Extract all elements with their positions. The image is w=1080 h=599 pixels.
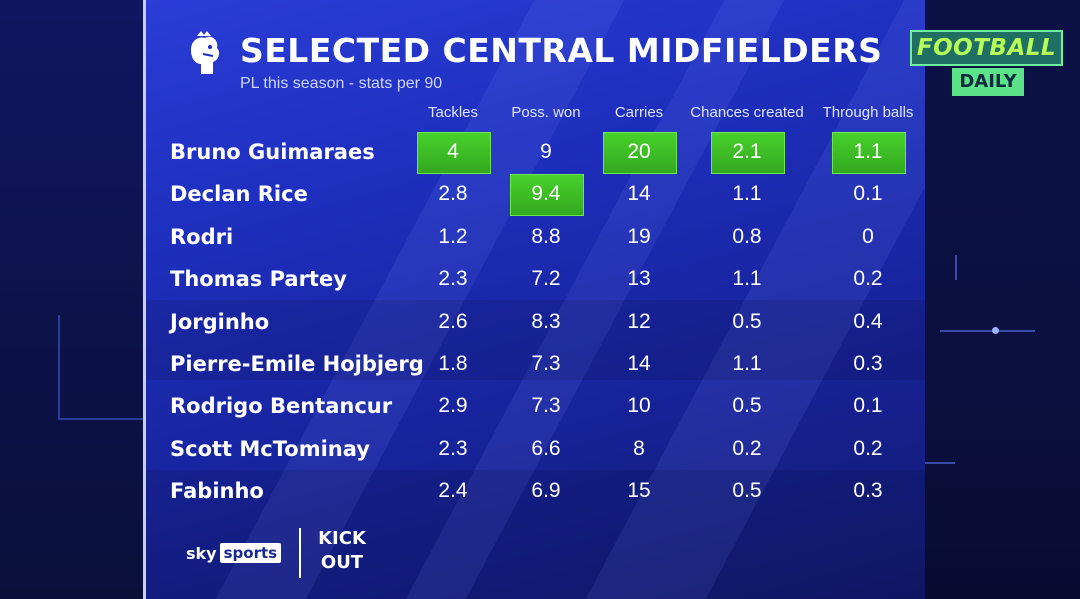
show-logo-football: FOOTBALL bbox=[910, 30, 1063, 66]
decor-line bbox=[58, 418, 146, 420]
decor-line bbox=[58, 315, 60, 420]
stat-cell: 0.5 bbox=[732, 309, 762, 333]
sky-logo-box: sports bbox=[219, 543, 282, 563]
top-value-highlight bbox=[603, 132, 677, 174]
stat-cell: 6.9 bbox=[531, 479, 561, 503]
show-logo-daily: DAILY bbox=[952, 68, 1024, 96]
stat-cell: 8.8 bbox=[531, 224, 561, 248]
page-subtitle: PL this season - stats per 90 bbox=[240, 75, 443, 92]
top-value-highlight bbox=[510, 174, 584, 217]
stat-cell: 7.3 bbox=[531, 394, 561, 418]
column-header: Chances created bbox=[690, 104, 804, 121]
stat-cell: 0.5 bbox=[732, 394, 762, 418]
column-header: Carries bbox=[614, 104, 664, 121]
stat-cell: 20 bbox=[627, 140, 651, 163]
background-left bbox=[0, 0, 145, 599]
column-header: Poss. won bbox=[511, 104, 581, 121]
stat-cell: 1.1 bbox=[853, 140, 883, 163]
top-value-highlight bbox=[417, 132, 491, 174]
stat-cell: 2.3 bbox=[438, 436, 468, 460]
kick-it-out-line: OUT bbox=[320, 552, 364, 573]
stat-cell: 8 bbox=[633, 436, 645, 460]
player-name: Rodrigo Bentancur bbox=[170, 394, 393, 419]
stat-cell: 7.3 bbox=[531, 352, 561, 375]
background-right bbox=[925, 0, 1080, 599]
stat-cell: 12 bbox=[627, 309, 651, 333]
stat-cell: 0.8 bbox=[732, 224, 762, 248]
stat-cell: 0 bbox=[862, 224, 874, 248]
top-value-highlight bbox=[832, 132, 906, 174]
stat-cell: 1.2 bbox=[438, 224, 468, 248]
column-header: Tackles bbox=[427, 104, 479, 121]
player-name: Thomas Partey bbox=[170, 267, 347, 292]
decor-line bbox=[925, 462, 955, 464]
stat-cell: 13 bbox=[627, 267, 651, 291]
stat-cell: 2.6 bbox=[438, 309, 468, 333]
stat-cell: 15 bbox=[627, 479, 651, 503]
top-value-highlight bbox=[711, 132, 785, 174]
player-name: Fabinho bbox=[170, 479, 264, 504]
stat-cell: 0.5 bbox=[732, 479, 762, 503]
stat-cell: 1.8 bbox=[438, 352, 468, 375]
stat-cell: 2.8 bbox=[438, 182, 468, 206]
kick-it-out-line: KICK bbox=[318, 528, 366, 549]
kick-it-out-logo: KICK OUT bbox=[318, 527, 366, 581]
stat-cell: 1.1 bbox=[732, 352, 762, 375]
stat-cell: 19 bbox=[627, 224, 651, 248]
page-title: SELECTED CENTRAL MIDFIELDERS bbox=[240, 31, 883, 70]
panel-band bbox=[145, 470, 925, 599]
player-name: Scott McTominay bbox=[170, 436, 370, 461]
stat-cell: 8.3 bbox=[531, 309, 561, 333]
stat-cell: 4 bbox=[447, 140, 459, 163]
stat-cell: 0.1 bbox=[853, 394, 883, 418]
decor-dot bbox=[992, 327, 999, 334]
stat-cell: 1.1 bbox=[732, 182, 762, 206]
stat-cell: 9 bbox=[540, 140, 552, 163]
sky-sports-logo: sky sports bbox=[186, 540, 282, 566]
sky-logo-word: sky bbox=[186, 543, 217, 563]
stat-cell: 0.2 bbox=[732, 436, 762, 460]
player-name: Bruno Guimaraes bbox=[170, 140, 375, 164]
stat-cell: 7.2 bbox=[531, 267, 561, 291]
stat-cell: 0.4 bbox=[853, 309, 883, 333]
stat-cell: 0.3 bbox=[853, 352, 883, 375]
stat-cell: 14 bbox=[627, 182, 651, 206]
stat-cell: 10 bbox=[627, 394, 651, 418]
stat-cell: 2.3 bbox=[438, 267, 468, 291]
stat-cell: 2.9 bbox=[438, 394, 468, 418]
player-name: Pierre-Emile Hojbjerg bbox=[170, 352, 424, 376]
stat-cell: 1.1 bbox=[732, 267, 762, 291]
stat-cell: 0.1 bbox=[853, 182, 883, 206]
stat-cell: 0.3 bbox=[853, 479, 883, 503]
premier-league-lion-icon bbox=[191, 31, 220, 74]
stat-cell: 9.4 bbox=[531, 182, 561, 206]
panel-band bbox=[145, 300, 925, 380]
logo-divider bbox=[299, 528, 301, 578]
player-name: Jorginho bbox=[170, 309, 270, 334]
column-header: Through balls bbox=[822, 104, 914, 121]
stat-cell: 0.2 bbox=[853, 436, 883, 460]
decor-line bbox=[955, 255, 957, 280]
player-name: Declan Rice bbox=[170, 182, 308, 207]
player-name: Rodri bbox=[170, 224, 234, 249]
stat-cell: 2.1 bbox=[732, 140, 762, 163]
stat-cell: 14 bbox=[627, 352, 651, 375]
stat-cell: 2.4 bbox=[438, 479, 468, 503]
stats-panel bbox=[145, 0, 925, 599]
decor-line bbox=[940, 330, 1035, 332]
stat-cell: 6.6 bbox=[531, 436, 561, 460]
stat-cell: 0.2 bbox=[853, 267, 883, 291]
panel-frame bbox=[143, 0, 146, 599]
